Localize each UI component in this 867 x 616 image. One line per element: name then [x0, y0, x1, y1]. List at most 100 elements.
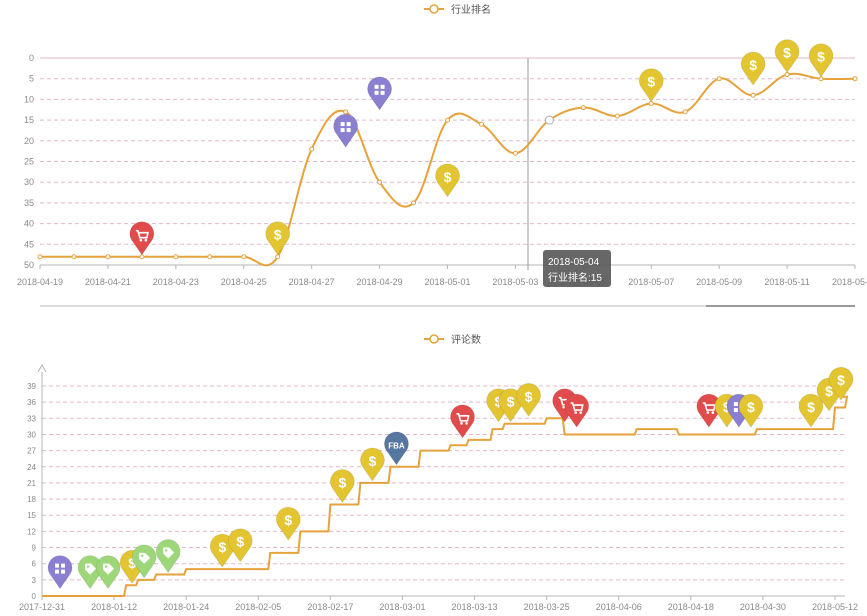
rank-marker-dollar[interactable]: $	[775, 40, 799, 73]
dollar-sign-icon: $	[749, 57, 757, 73]
review-x-tick-label: 2018-03-13	[452, 602, 498, 612]
review-chart: 评论数 036912151821242730333639 2017-12-31 2…	[19, 333, 858, 612]
review-marker-dollar[interactable]: $	[799, 394, 823, 427]
review-x-tick-label: 2018-03-01	[379, 602, 425, 612]
rank-data-point[interactable]	[545, 116, 553, 124]
rank-x-tick-label: 2018-04-25	[221, 277, 267, 287]
svg-text:$: $	[284, 512, 292, 528]
review-y-tick-label: 39	[27, 382, 36, 391]
review-marker-dollar[interactable]: $	[517, 383, 541, 416]
rank-tooltip: 2018-05-04 行业排名:15	[543, 250, 611, 287]
review-marker-dollar[interactable]: $	[228, 529, 252, 562]
svg-text:$: $	[444, 169, 452, 185]
rank-data-point[interactable]	[717, 77, 721, 81]
rank-y-tick-label: 15	[24, 115, 34, 125]
review-y-tick-label: 18	[27, 495, 36, 504]
rank-data-point[interactable]	[310, 147, 314, 151]
rank-y-tick-label: 45	[24, 239, 34, 249]
pin-body	[368, 77, 392, 110]
rank-data-point[interactable]	[446, 118, 450, 122]
rank-data-point[interactable]	[242, 255, 246, 259]
rank-marker-grid[interactable]	[334, 114, 358, 147]
rank-data-point[interactable]	[513, 151, 517, 155]
svg-text:$: $	[507, 394, 515, 410]
rank-legend[interactable]: 行业排名	[424, 3, 491, 16]
rank-x-axis: 2018-04-19 2018-04-21 2018-04-23 2018-04-25…	[17, 265, 867, 287]
rank-x-tick-label: 2018-05-01	[424, 277, 470, 287]
rank-data-point[interactable]	[412, 201, 416, 205]
rank-marker-dollar[interactable]: $	[741, 52, 765, 85]
review-legend-marker	[430, 335, 438, 343]
dollar-sign-icon: $	[817, 49, 825, 65]
review-legend-label: 评论数	[451, 333, 481, 346]
rank-marker-dollar[interactable]: $	[266, 222, 290, 255]
review-y-axis-arrow	[38, 365, 46, 372]
rank-marker-grid[interactable]	[368, 77, 392, 110]
rank-data-point[interactable]	[853, 77, 857, 81]
review-legend[interactable]: 评论数	[424, 333, 481, 346]
review-x-tick-label: 2018-04-06	[596, 602, 642, 612]
rank-data-point[interactable]	[344, 110, 348, 114]
rank-legend-marker	[430, 5, 438, 13]
review-y-axis: 036912151821242730333639	[27, 382, 36, 601]
rank-x-tick-label: 2018-04-19	[17, 277, 63, 287]
rank-marker-dollar[interactable]: $	[639, 69, 663, 102]
review-marker-dollar[interactable]: $	[330, 470, 354, 503]
svg-text:$: $	[783, 45, 791, 61]
svg-text:$: $	[647, 74, 655, 90]
rank-marker-dollar[interactable]: $	[435, 164, 459, 197]
dollar-sign-icon: $	[369, 453, 377, 469]
dollar-sign-icon: $	[507, 394, 515, 410]
review-x-tick-label: 2018-03-25	[524, 602, 570, 612]
rank-x-tick-label: 2018-05-13	[832, 277, 867, 287]
review-y-tick-label: 15	[27, 511, 36, 520]
review-marker-cart[interactable]	[565, 394, 589, 427]
review-x-tick-label: 2018-02-17	[307, 602, 353, 612]
rank-y-tick-label: 40	[24, 219, 34, 229]
rank-y-tick-label: 50	[24, 260, 34, 270]
rank-chart: 行业排名 05101520253035404550 2018-04-19 2018…	[17, 3, 867, 306]
review-marker-dollar[interactable]: $	[276, 507, 300, 540]
rank-data-point[interactable]	[751, 93, 755, 97]
rank-data-point[interactable]	[479, 122, 483, 126]
review-marker-grid[interactable]	[48, 556, 72, 589]
rank-y-tick-label: 35	[24, 198, 34, 208]
dollar-sign-icon: $	[274, 227, 282, 243]
review-marker-tag[interactable]	[96, 556, 120, 589]
pin-body	[48, 556, 72, 589]
review-marker-cart[interactable]	[451, 405, 475, 438]
dollar-sign-icon: $	[338, 474, 346, 490]
review-marker-dollar[interactable]: $	[360, 448, 384, 481]
rank-marker-dollar[interactable]: $	[809, 44, 833, 77]
review-x-tick-label: 2018-02-05	[235, 602, 281, 612]
svg-text:FBA: FBA	[388, 441, 405, 450]
rank-marker-cart[interactable]	[130, 222, 154, 255]
rank-data-point[interactable]	[72, 255, 76, 259]
svg-text:$: $	[807, 399, 815, 415]
dollar-sign-icon: $	[837, 372, 845, 388]
rank-data-point[interactable]	[615, 114, 619, 118]
review-x-tick-label: 2018-01-12	[91, 602, 137, 612]
review-marker-tag[interactable]	[156, 540, 180, 573]
review-y-tick-label: 9	[32, 544, 37, 553]
rank-data-point[interactable]	[174, 255, 178, 259]
rank-data-point[interactable]	[378, 180, 382, 184]
svg-text:$: $	[525, 388, 533, 404]
review-x-tick-label: 2018-04-18	[668, 602, 714, 612]
review-marker-fba[interactable]: FBA	[384, 432, 408, 465]
rank-x-tick-label: 2018-05-07	[628, 277, 674, 287]
rank-data-point[interactable]	[106, 255, 110, 259]
rank-y-tick-label: 25	[24, 157, 34, 167]
rank-data-point[interactable]	[683, 110, 687, 114]
dollar-sign-icon: $	[647, 74, 655, 90]
rank-x-tick-label: 2018-04-21	[85, 277, 131, 287]
svg-text:$: $	[274, 227, 282, 243]
review-event-markers: $$$$$$FBA$$$$$$$$	[48, 367, 853, 588]
rank-data-point[interactable]	[38, 255, 42, 259]
review-x-tick-label: 2018-05-12	[812, 602, 858, 612]
svg-text:$: $	[817, 49, 825, 65]
rank-data-point[interactable]	[208, 255, 212, 259]
review-y-tick-label: 30	[27, 430, 36, 439]
rank-y-tick-label: 20	[24, 136, 34, 146]
rank-data-point[interactable]	[581, 106, 585, 110]
